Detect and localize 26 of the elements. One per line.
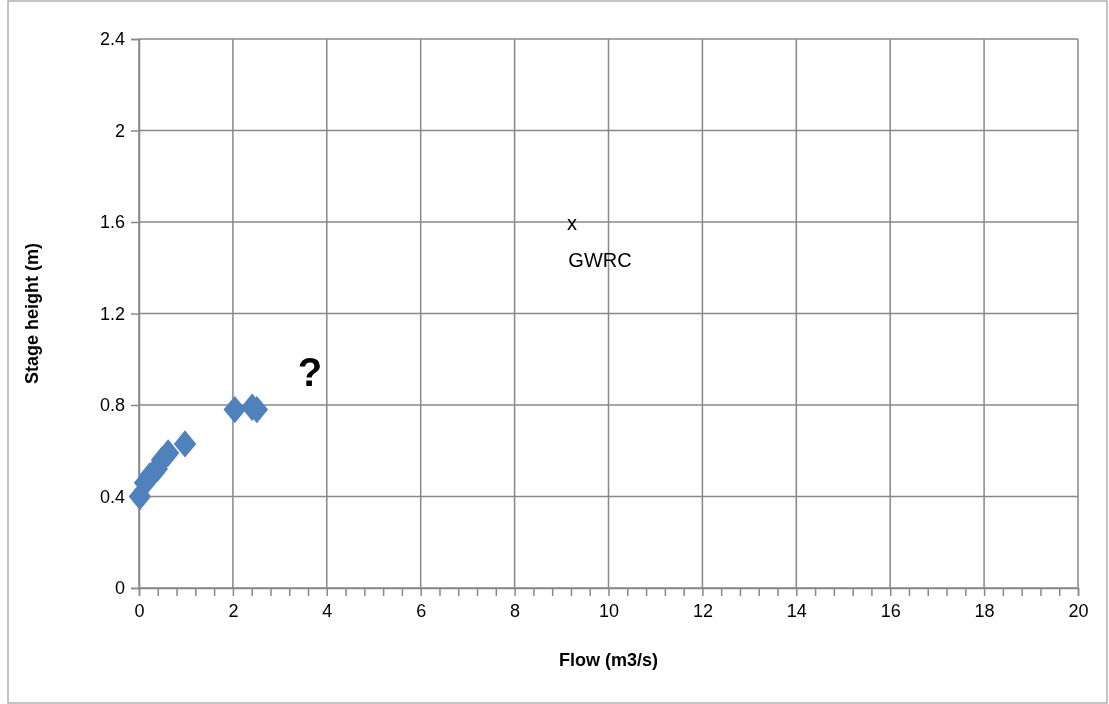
x-tick-label: 0 (134, 600, 145, 621)
x-tick-label: 8 (510, 600, 521, 621)
y-tick-label: 0.8 (99, 395, 125, 416)
x-tick-label: 2 (228, 600, 239, 621)
x-tick-label: 14 (786, 600, 807, 621)
y-axis-title: Stage height (m) (22, 242, 42, 385)
y-tick-label: 1.2 (99, 303, 125, 324)
y-tick-label: 2.4 (99, 29, 125, 50)
x-tick-label: 12 (692, 600, 713, 621)
y-tick-label: 0 (114, 578, 125, 599)
x-tick-label: 16 (880, 600, 901, 621)
annotation: GWRC (568, 249, 632, 272)
y-tick-label: 0.4 (99, 486, 125, 507)
point (156, 439, 180, 467)
x-tick-label: 6 (416, 600, 427, 621)
x-tick-label: 10 (598, 600, 620, 621)
y-tick-label: 1.6 (99, 212, 125, 233)
annotation: x (567, 212, 577, 235)
point (173, 430, 197, 458)
x-tick-label: 4 (322, 600, 333, 621)
y-tick-label: 2 (114, 120, 125, 141)
x-axis-title: Flow (m3/s) (558, 650, 659, 670)
point (223, 395, 247, 424)
x-tick-label: 20 (1068, 600, 1089, 621)
annotation: ? (297, 349, 323, 394)
x-tick-label: 18 (974, 600, 995, 621)
